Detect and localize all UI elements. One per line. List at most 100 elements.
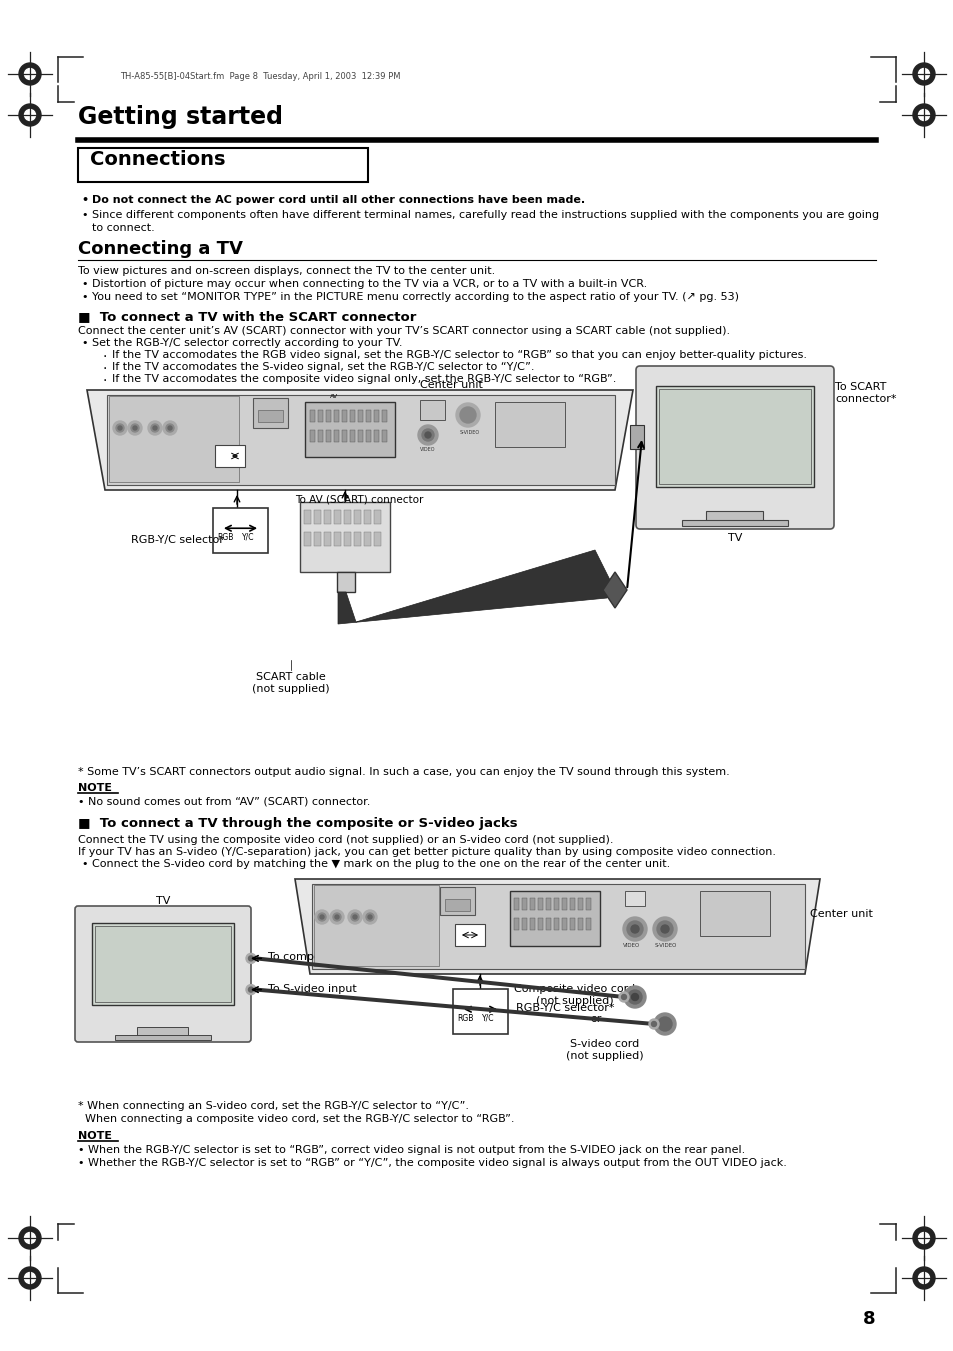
Text: TH-A85-55[B]-04Start.fm  Page 8  Tuesday, April 1, 2003  12:39 PM: TH-A85-55[B]-04Start.fm Page 8 Tuesday, … <box>120 72 400 81</box>
Bar <box>656 386 813 486</box>
Text: AV  OUT: AV OUT <box>213 467 234 473</box>
Bar <box>344 509 351 524</box>
Bar <box>109 396 239 482</box>
Bar <box>326 409 331 422</box>
Circle shape <box>25 69 35 80</box>
Bar <box>366 409 371 422</box>
Circle shape <box>248 988 253 992</box>
Bar <box>366 430 371 442</box>
Text: Connections: Connections <box>90 150 225 169</box>
Bar <box>314 885 438 966</box>
Circle shape <box>19 104 41 126</box>
Circle shape <box>152 426 157 430</box>
Text: •: • <box>81 859 88 869</box>
Circle shape <box>622 917 646 942</box>
Bar <box>514 898 518 911</box>
Bar <box>253 399 288 428</box>
Circle shape <box>351 913 358 921</box>
Bar <box>324 532 331 546</box>
Bar <box>554 917 558 929</box>
Circle shape <box>918 1232 928 1243</box>
Text: to connect.: to connect. <box>91 223 154 232</box>
Bar <box>439 888 475 915</box>
Bar <box>344 532 351 546</box>
Bar <box>537 898 542 911</box>
Circle shape <box>314 911 329 924</box>
Text: • Whether the RGB-Y/C selector is set to “RGB” or “Y/C”, the composite video sig: • Whether the RGB-Y/C selector is set to… <box>78 1158 786 1169</box>
Bar <box>334 409 338 422</box>
Circle shape <box>652 917 677 942</box>
Circle shape <box>918 69 928 80</box>
Text: Connect the TV using the composite video cord (not supplied) or an S-video cord : Connect the TV using the composite video… <box>78 835 613 844</box>
Bar <box>137 1027 189 1039</box>
Circle shape <box>657 921 672 938</box>
Bar <box>305 403 395 457</box>
Text: •: • <box>81 280 88 289</box>
Circle shape <box>459 407 476 423</box>
Text: Set the RGB-Y/C selector correctly according to your TV.: Set the RGB-Y/C selector correctly accor… <box>91 338 402 349</box>
Text: •: • <box>81 338 88 349</box>
FancyBboxPatch shape <box>75 907 251 1042</box>
Circle shape <box>366 913 374 921</box>
Bar <box>310 409 314 422</box>
Circle shape <box>651 1021 656 1027</box>
Circle shape <box>918 1273 928 1283</box>
Bar <box>381 409 387 422</box>
Text: •: • <box>81 195 88 205</box>
Text: ·: · <box>103 350 108 363</box>
Circle shape <box>654 1013 676 1035</box>
Bar <box>95 925 231 1002</box>
Text: VIDEO: VIDEO <box>419 447 435 453</box>
Text: Getting started: Getting started <box>78 105 283 128</box>
Circle shape <box>168 426 172 430</box>
Bar <box>545 917 551 929</box>
Circle shape <box>128 422 142 435</box>
Circle shape <box>246 985 255 994</box>
Text: S-video cord
(not supplied): S-video cord (not supplied) <box>565 1039 643 1061</box>
Circle shape <box>620 994 626 1000</box>
Bar <box>299 503 390 571</box>
Text: OUT: OUT <box>421 403 432 408</box>
Bar <box>317 409 323 422</box>
Text: To S-video input: To S-video input <box>268 984 356 993</box>
Bar <box>495 403 564 447</box>
Text: AUX IN: AUX IN <box>143 400 160 405</box>
Circle shape <box>618 992 628 1002</box>
Text: CHANNEL: CHANNEL <box>111 440 134 444</box>
Bar <box>354 509 360 524</box>
Bar <box>357 409 363 422</box>
Circle shape <box>163 422 177 435</box>
Bar <box>545 898 551 911</box>
Text: Y/C: Y/C <box>218 457 227 462</box>
Circle shape <box>912 63 934 85</box>
Text: ·: · <box>103 374 108 388</box>
Bar <box>354 532 360 546</box>
Circle shape <box>912 1267 934 1289</box>
Bar <box>78 149 368 182</box>
Bar <box>624 892 644 907</box>
Bar <box>578 898 582 911</box>
Polygon shape <box>255 957 623 998</box>
Text: Since different components often have different terminal names, carefully read t: Since different components often have di… <box>91 209 879 220</box>
Text: AUX IN ~: AUX IN ~ <box>350 888 373 892</box>
Circle shape <box>248 957 253 961</box>
Bar <box>444 898 470 911</box>
Bar <box>561 917 566 929</box>
Text: •: • <box>81 209 88 220</box>
Circle shape <box>246 954 255 963</box>
Text: TO
SUB/MAIN
OUT: TO SUB/MAIN OUT <box>111 400 135 416</box>
Bar <box>317 430 323 442</box>
Text: •: • <box>81 292 88 303</box>
Text: When connecting a composite video cord, set the RGB-Y/C selector to “RGB”.: When connecting a composite video cord, … <box>78 1115 514 1124</box>
Text: ·: · <box>103 362 108 376</box>
Text: • No sound comes out from “AV” (SCART) connector.: • No sound comes out from “AV” (SCART) c… <box>78 797 370 807</box>
Bar <box>336 571 355 592</box>
Bar <box>213 508 268 553</box>
Bar <box>629 426 643 449</box>
Bar <box>521 917 526 929</box>
Bar <box>537 917 542 929</box>
Text: * Some TV’s SCART connectors output audio signal. In such a case, you can enjoy : * Some TV’s SCART connectors output audi… <box>78 767 729 777</box>
Bar <box>554 898 558 911</box>
Text: Y/C: Y/C <box>242 532 254 542</box>
Circle shape <box>348 911 361 924</box>
